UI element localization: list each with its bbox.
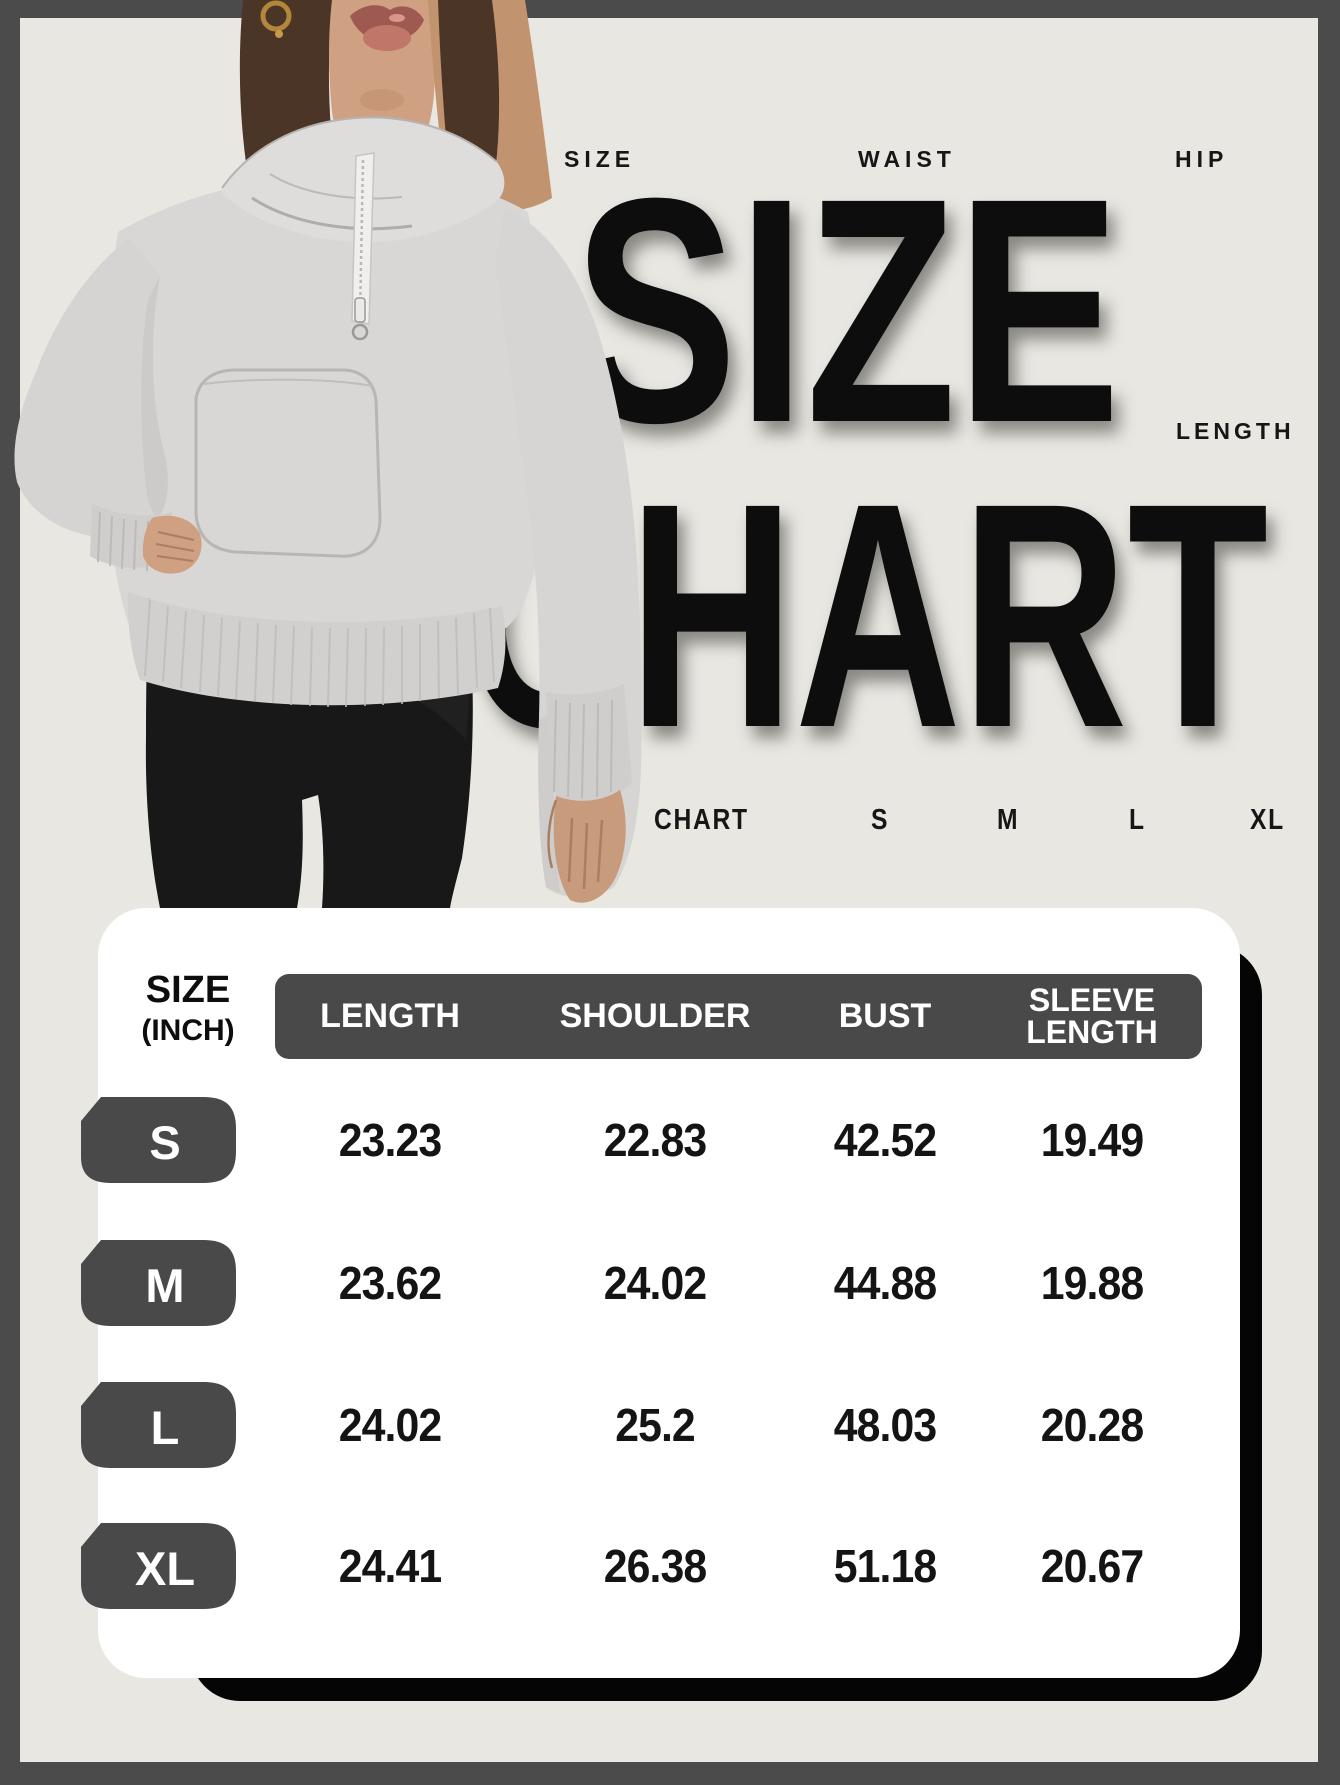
badge-label: L: [151, 1401, 180, 1454]
zipper-ring: [351, 323, 369, 341]
badge-label: M: [145, 1259, 184, 1312]
ghost-label-m: M: [997, 804, 1020, 836]
badge-ribbon-shape: [81, 1240, 236, 1326]
zipper-pull: [354, 297, 366, 323]
right-thumb-line: [547, 799, 558, 869]
earring-drop-icon: [275, 30, 283, 38]
cell-s-shoulder: 22.83: [603, 1114, 707, 1166]
corner-header: SIZE (INCH): [118, 968, 258, 1048]
left-finger-lines: [155, 531, 195, 562]
badge-label: XL: [135, 1542, 195, 1595]
cell-l-length: 24.02: [338, 1399, 442, 1451]
leg-gap: [297, 795, 324, 908]
right-cuff-ribs: [553, 699, 613, 799]
ghost-label-size: SIZE: [564, 146, 636, 172]
cell-xl-bust: 51.18: [833, 1540, 937, 1592]
corner-header-size: SIZE: [145, 969, 231, 1011]
size-badge-s: S: [81, 1097, 236, 1183]
collar-fold-line: [251, 196, 413, 231]
cell-m-sleeve: 19.88: [1040, 1257, 1144, 1309]
ghost-label-s: S: [871, 804, 890, 836]
cell-xl-length: 24.41: [338, 1540, 442, 1592]
badge-ribbon-shape: [81, 1097, 236, 1183]
badge-ribbon-shape: [81, 1382, 236, 1468]
hem-ribs: [144, 599, 495, 708]
corner-header-inch: (INCH): [141, 1013, 235, 1047]
ghost-label-xl: XL: [1250, 804, 1285, 836]
cell-m-bust: 44.88: [833, 1257, 937, 1309]
hoodie-torso: [106, 174, 544, 646]
column-header-length: LENGTH: [320, 997, 460, 1035]
column-header-bust: BUST: [838, 997, 932, 1035]
collar-seam-outer: [221, 116, 498, 189]
collar-inner-line: [269, 173, 403, 200]
ghost-label-length: LENGTH: [1176, 418, 1295, 444]
size-badge-xl: XL: [81, 1523, 236, 1609]
cell-xl-sleeve: 20.67: [1040, 1540, 1144, 1592]
zipper-teeth: [358, 159, 365, 319]
cell-m-length: 23.62: [338, 1257, 442, 1309]
lower-lip: [363, 25, 411, 51]
cell-s-sleeve: 19.49: [1040, 1114, 1144, 1166]
badge-ribbon-shape: [81, 1523, 236, 1609]
earring-icon: [260, 0, 292, 32]
column-header-sleeve-length: SLEEVE LENGTH: [1026, 982, 1158, 1050]
ghost-label-waist: WAIST: [858, 146, 956, 172]
hoodie-left-arm: [14, 238, 169, 538]
badge-label: S: [149, 1116, 180, 1169]
column-header-shoulder: SHOULDER: [559, 997, 751, 1035]
ghost-label-chart: CHART: [654, 804, 749, 836]
model-photo: [14, 0, 642, 908]
zipper-tape: [351, 152, 375, 325]
pocket-top-seam: [203, 378, 373, 387]
left-arm-shade: [141, 276, 168, 520]
left-hand: [142, 515, 202, 574]
ghost-label-hip: HIP: [1175, 146, 1229, 172]
lip-gloss: [389, 14, 405, 22]
right-hand: [553, 790, 626, 903]
page-title-line1: SIZE: [573, 131, 1121, 489]
ghost-label-l: L: [1129, 804, 1146, 836]
cell-m-shoulder: 24.02: [603, 1257, 707, 1309]
right-arm-shade: [538, 715, 560, 893]
size-badge-l: L: [81, 1382, 236, 1468]
size-table-card: SIZE (INCH) LENGTH SHOULDER BUST SLEEVE …: [81, 908, 1240, 1678]
left-cuff-ribs: [97, 511, 161, 572]
size-badge-m: M: [81, 1240, 236, 1326]
chin-shadow: [360, 89, 404, 111]
cell-l-bust: 48.03: [833, 1399, 937, 1451]
cell-s-bust: 42.52: [833, 1114, 937, 1166]
cell-l-sleeve: 20.28: [1040, 1399, 1144, 1451]
table-header-bar: [275, 974, 1202, 1059]
right-cuff: [545, 684, 632, 802]
cell-xl-shoulder: 26.38: [603, 1540, 707, 1592]
kangaroo-pocket: [194, 368, 382, 558]
cell-l-shoulder: 25.2: [615, 1399, 695, 1451]
cell-s-length: 23.23: [338, 1114, 442, 1166]
right-finger-lines: [567, 817, 604, 890]
